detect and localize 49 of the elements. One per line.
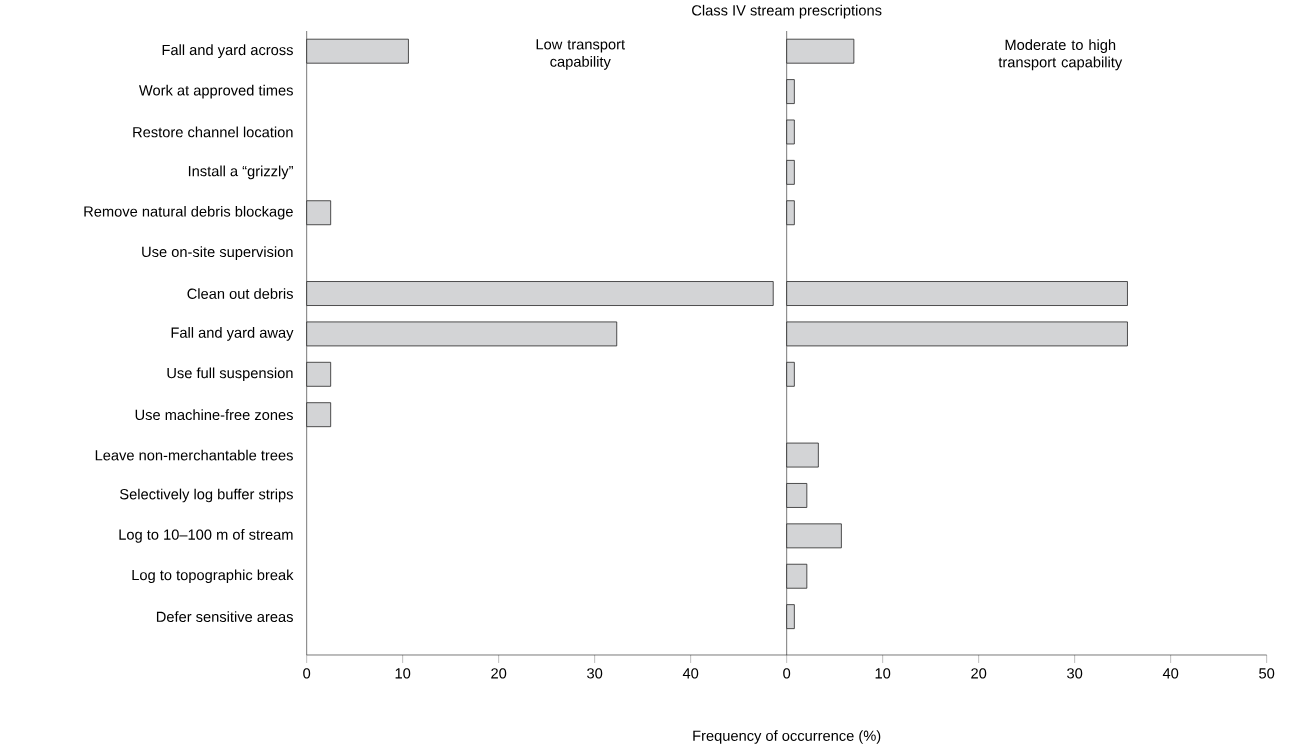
bar xyxy=(786,159,795,185)
x-tick-label: 50 xyxy=(1259,668,1275,679)
y-tick-label: Leave non-merchantable trees xyxy=(95,449,293,461)
bar xyxy=(786,119,795,145)
bar xyxy=(306,200,332,226)
y-tick-label: Clean out debris xyxy=(187,288,293,299)
x-tick-label: 0 xyxy=(303,668,311,679)
y-tick-label: Use on-site supervision xyxy=(142,246,293,260)
x-tick-label: 30 xyxy=(1067,668,1083,679)
x-axis-title: Frequency of occurrence (%) xyxy=(693,730,881,744)
y-tick-label: Install a “grizzly” xyxy=(188,165,293,180)
y-tick-label: Restore channel location xyxy=(133,126,293,138)
y-tick-label: Defer sensitive areas xyxy=(156,611,293,623)
x-tick-label: 30 xyxy=(587,668,603,679)
bar xyxy=(306,38,409,64)
bar xyxy=(306,361,332,387)
bar xyxy=(786,281,1128,306)
x-tick-label: 0 xyxy=(783,668,791,679)
bar xyxy=(786,79,795,104)
bar xyxy=(786,483,808,508)
x-tick-label: 40 xyxy=(682,668,699,679)
y-tick-label: Use full suspension xyxy=(167,367,293,382)
bar xyxy=(786,563,808,589)
y-tick-label: Selectively log buffer strips xyxy=(120,488,293,503)
y-tick-label: Log to topographic break xyxy=(132,569,294,584)
x-tick-label: 10 xyxy=(875,668,891,679)
x-tick-label: 20 xyxy=(971,668,987,679)
text: Low transport capability xyxy=(536,39,625,70)
bar xyxy=(786,361,795,387)
bar xyxy=(786,200,795,226)
y-tick-label: Remove natural debris blockage xyxy=(84,205,293,220)
chart-title: Class IV stream prescriptions xyxy=(692,4,882,19)
text: Moderate to high transport capability xyxy=(998,39,1123,71)
y-tick-label: Use machine-free zones xyxy=(135,409,293,421)
y-tick-label: Fall and yard away xyxy=(171,327,294,341)
y-tick-label: Log to 10–100 m of stream xyxy=(119,529,293,543)
x-tick-label: 40 xyxy=(1162,668,1179,679)
y-tick-label: Work at approved times xyxy=(138,84,293,99)
bar xyxy=(306,402,332,428)
y-tick-label: Fall and yard across xyxy=(162,44,293,59)
bar xyxy=(306,281,774,306)
bar xyxy=(306,321,618,347)
bar xyxy=(786,442,819,468)
bar xyxy=(786,321,1128,347)
bar xyxy=(786,523,842,549)
x-tick-label: 20 xyxy=(491,668,507,679)
bar xyxy=(786,604,795,630)
bar xyxy=(786,38,855,64)
x-tick-label: 10 xyxy=(395,668,411,679)
